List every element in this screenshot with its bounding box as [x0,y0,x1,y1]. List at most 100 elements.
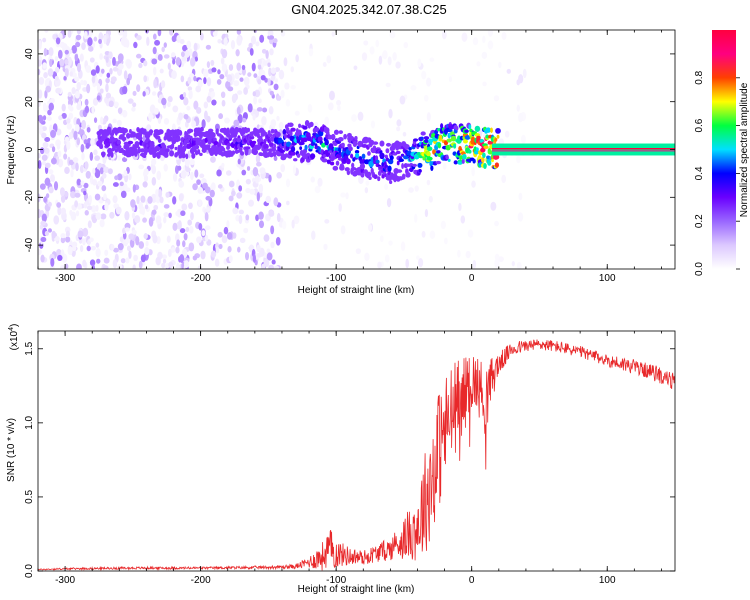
spectrogram-x-tick-label: 0 [469,273,475,284]
heatmap-cell [55,87,62,94]
heatmap-cell [112,118,117,124]
heatmap-cell [139,208,144,215]
heatmap-cell [97,133,101,141]
heatmap-cell [92,167,96,175]
heatmap-cell [211,99,217,106]
heatmap-cell [256,253,263,258]
heatmap-cell [210,156,216,163]
heatmap-cell [47,228,52,233]
heatmap-cell [187,76,192,85]
heatmap-cell [215,246,220,254]
heatmap-cell [389,31,396,39]
heatmap-cell [74,124,80,133]
heatmap-cell [93,117,98,123]
heatmap-cell [89,151,94,161]
heatmap-cell [268,210,275,217]
heatmap-cell [181,152,186,159]
heatmap-cell [88,195,92,204]
heatmap-cell [317,177,323,187]
heatmap-cell [42,115,47,121]
heatmap-cell [366,171,372,177]
heatmap-cell [377,170,382,176]
heatmap-cell [360,172,365,178]
heatmap-cell [222,147,226,152]
heatmap-cell [204,225,211,231]
heatmap-cell [135,53,142,59]
heatmap-cell [99,53,103,60]
heatmap-cell [117,63,124,70]
snr-series-line [38,339,675,571]
heatmap-cell [426,112,431,122]
heatmap-cell [494,137,498,142]
heatmap-cell [93,149,98,156]
heatmap-cell [64,67,69,78]
heatmap-cell [221,49,228,59]
heatmap-cell [75,210,80,217]
snr-x-tick-label: -300 [55,575,75,586]
heatmap-cell [157,129,164,135]
heatmap-cell [163,42,167,48]
heatmap-cell [76,104,81,111]
colorbar: 0.0 0.2 0.4 0.6 0.8 Normalized spectral ampl… [694,30,750,276]
heatmap-cell [210,91,216,98]
heatmap-cell [429,230,436,239]
heatmap-cell [487,30,494,37]
heatmap-cell [228,180,235,188]
heatmap-cell [59,187,65,197]
heatmap-cell [184,260,189,269]
heatmap-cell [254,174,260,184]
heatmap-cell [144,246,150,256]
heatmap-cell [76,178,82,186]
heatmap-cell [95,242,100,248]
heatmap-cell [192,255,198,261]
heatmap-cell [227,246,232,253]
heatmap-cell [239,237,246,244]
heatmap-cell [177,165,182,171]
heatmap-cell [187,86,193,91]
heatmap-cell [241,169,247,176]
heatmap-cell [217,184,223,189]
colorbar-tick-label: 0.8 [694,70,705,84]
heatmap-cell [258,98,262,104]
heatmap-cell [163,212,170,218]
heatmap-cell [483,163,487,169]
heatmap-cell [223,226,229,235]
heatmap-cell [177,220,182,230]
heatmap-cell [230,39,236,50]
heatmap-cell [237,90,243,95]
heatmap-cell [85,65,92,73]
heatmap-cell [94,168,101,179]
heatmap-cell [44,137,51,142]
heatmap-cell [337,136,344,142]
heatmap-cell [426,179,431,186]
heatmap-cell [423,139,429,144]
heatmap-cell [186,105,191,111]
heatmap-cell [133,41,138,49]
heatmap-cell [269,90,274,96]
heatmap-cell [221,99,226,107]
heatmap-cell [97,180,103,187]
heatmap-cell [109,67,113,75]
heatmap-cell [461,158,465,164]
heatmap-cell [80,180,85,186]
heatmap-cell [194,56,199,62]
heatmap-cell [232,232,237,239]
heatmap-cell [328,102,334,111]
heatmap-cell [193,75,197,82]
heatmap-cell [185,138,191,143]
heatmap-cell [64,59,69,65]
heatmap-cell [163,54,170,59]
heatmap-cell [188,202,193,210]
heatmap-cell [155,189,159,197]
heatmap-cell [263,259,270,268]
heatmap-cell [112,258,118,269]
heatmap-cell [112,182,119,187]
heatmap-cell [140,148,145,153]
heatmap-cell [103,265,109,269]
heatmap-cell [185,153,189,160]
heatmap-cell [196,179,201,185]
heatmap-cell [239,146,243,152]
heatmap-cell [83,182,89,189]
heatmap-cell [89,237,94,243]
heatmap-cell [314,185,321,194]
